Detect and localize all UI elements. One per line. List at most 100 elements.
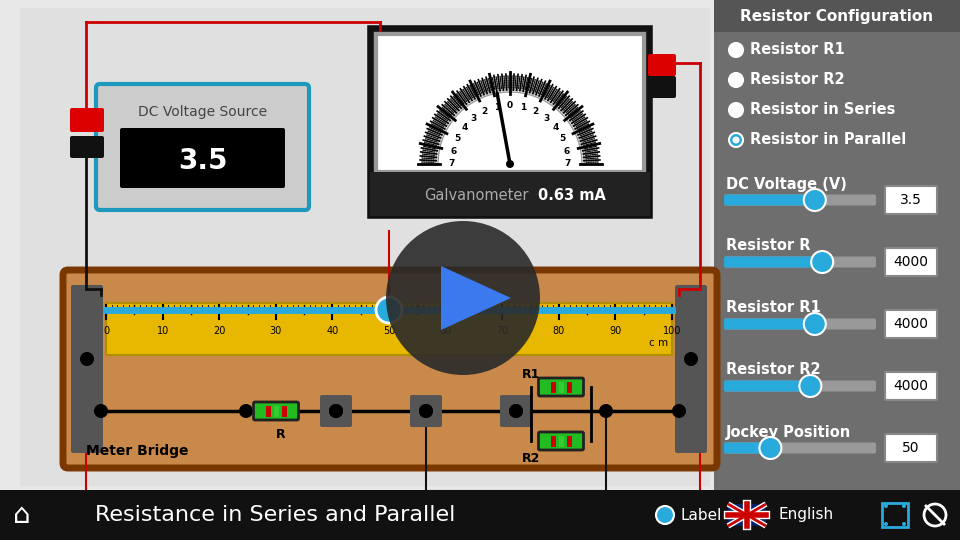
Circle shape <box>94 404 108 418</box>
FancyBboxPatch shape <box>648 76 676 98</box>
FancyBboxPatch shape <box>253 402 299 420</box>
FancyBboxPatch shape <box>274 406 278 416</box>
Text: 100: 100 <box>662 326 682 336</box>
Circle shape <box>672 404 686 418</box>
FancyBboxPatch shape <box>724 442 876 454</box>
Text: Resistor R1: Resistor R1 <box>750 43 845 57</box>
FancyBboxPatch shape <box>320 395 352 427</box>
FancyBboxPatch shape <box>724 194 817 206</box>
FancyBboxPatch shape <box>370 28 650 216</box>
Circle shape <box>732 137 739 144</box>
Circle shape <box>800 375 822 397</box>
FancyBboxPatch shape <box>106 303 672 355</box>
Text: c m: c m <box>649 338 668 348</box>
FancyBboxPatch shape <box>370 172 650 216</box>
FancyBboxPatch shape <box>724 442 773 454</box>
Text: DC Voltage Source: DC Voltage Source <box>138 105 267 119</box>
Text: 0: 0 <box>507 102 513 111</box>
Text: 4000: 4000 <box>894 255 928 269</box>
Text: R2: R2 <box>522 453 540 465</box>
FancyBboxPatch shape <box>559 435 564 447</box>
Circle shape <box>729 103 743 117</box>
FancyBboxPatch shape <box>724 256 825 267</box>
Circle shape <box>902 504 906 508</box>
Text: 4: 4 <box>462 123 468 132</box>
Text: 0.63 mA: 0.63 mA <box>538 187 606 202</box>
Text: 10: 10 <box>156 326 169 336</box>
FancyBboxPatch shape <box>120 128 285 188</box>
FancyBboxPatch shape <box>714 0 960 490</box>
FancyBboxPatch shape <box>70 136 104 158</box>
Text: Resistor in Parallel: Resistor in Parallel <box>750 132 906 147</box>
FancyBboxPatch shape <box>724 194 876 206</box>
Text: Resistance in Series and Parallel: Resistance in Series and Parallel <box>95 505 455 525</box>
Text: 90: 90 <box>610 326 621 336</box>
Circle shape <box>729 133 743 147</box>
Circle shape <box>729 73 743 87</box>
Circle shape <box>759 437 781 459</box>
Text: 4000: 4000 <box>894 379 928 393</box>
FancyBboxPatch shape <box>70 108 104 132</box>
Text: Resistor R1: Resistor R1 <box>726 300 821 315</box>
FancyBboxPatch shape <box>648 54 676 76</box>
Text: 6: 6 <box>450 146 457 156</box>
Text: Galvanometer: Galvanometer <box>424 187 529 202</box>
FancyBboxPatch shape <box>675 285 707 453</box>
Text: 3: 3 <box>470 114 477 123</box>
FancyBboxPatch shape <box>724 381 812 392</box>
Circle shape <box>419 404 433 418</box>
FancyBboxPatch shape <box>71 285 103 453</box>
Circle shape <box>386 221 540 375</box>
Text: 7: 7 <box>564 159 571 168</box>
Circle shape <box>329 404 343 418</box>
FancyBboxPatch shape <box>885 248 937 276</box>
Circle shape <box>804 189 826 211</box>
FancyBboxPatch shape <box>20 8 710 486</box>
FancyBboxPatch shape <box>566 435 571 447</box>
Text: 60: 60 <box>440 326 452 336</box>
Text: 4000: 4000 <box>894 317 928 331</box>
Text: Resistor Configuration: Resistor Configuration <box>740 9 933 24</box>
Circle shape <box>419 404 433 418</box>
Circle shape <box>599 404 613 418</box>
Text: Resistor in Series: Resistor in Series <box>750 103 896 118</box>
Circle shape <box>509 404 523 418</box>
Text: 3.5: 3.5 <box>178 147 228 175</box>
Text: 4: 4 <box>552 123 559 132</box>
Text: 2: 2 <box>532 107 539 116</box>
Text: Resistor R: Resistor R <box>726 239 810 253</box>
FancyBboxPatch shape <box>566 381 571 393</box>
FancyBboxPatch shape <box>500 395 532 427</box>
Text: 1: 1 <box>494 103 500 112</box>
Circle shape <box>804 313 826 335</box>
FancyBboxPatch shape <box>885 310 937 338</box>
FancyBboxPatch shape <box>281 406 286 416</box>
Circle shape <box>902 522 906 526</box>
FancyBboxPatch shape <box>559 381 564 393</box>
Text: Resistor R2: Resistor R2 <box>750 72 845 87</box>
Text: Label: Label <box>680 508 721 523</box>
Text: Resistor R2: Resistor R2 <box>726 362 821 377</box>
FancyBboxPatch shape <box>0 490 960 540</box>
FancyBboxPatch shape <box>885 186 937 214</box>
FancyBboxPatch shape <box>539 378 584 396</box>
Polygon shape <box>441 266 511 330</box>
Text: R1: R1 <box>522 368 540 381</box>
Text: DC Voltage (V): DC Voltage (V) <box>726 177 847 192</box>
Circle shape <box>811 251 833 273</box>
Text: 6: 6 <box>564 146 569 156</box>
FancyBboxPatch shape <box>724 319 876 329</box>
Text: Jockey Position: Jockey Position <box>726 424 852 440</box>
FancyBboxPatch shape <box>63 270 717 468</box>
Text: 20: 20 <box>213 326 226 336</box>
Text: 3.5: 3.5 <box>900 193 922 207</box>
Text: ⌂: ⌂ <box>13 501 31 529</box>
Circle shape <box>80 352 94 366</box>
Circle shape <box>376 297 402 323</box>
FancyBboxPatch shape <box>714 0 960 32</box>
FancyBboxPatch shape <box>96 84 309 210</box>
FancyBboxPatch shape <box>885 372 937 400</box>
Text: 50: 50 <box>383 326 396 336</box>
Text: 2: 2 <box>482 107 488 116</box>
Text: Meter Bridge: Meter Bridge <box>86 444 188 458</box>
